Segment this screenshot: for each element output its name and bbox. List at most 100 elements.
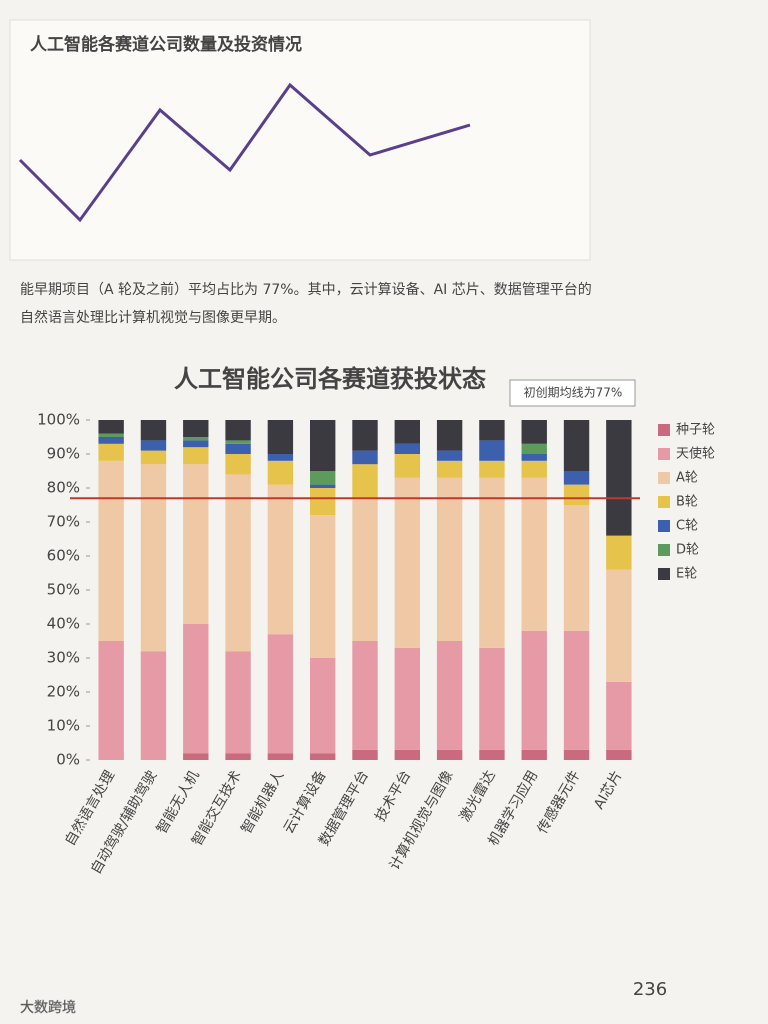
bar-segment: [352, 420, 378, 451]
bar-segment: [225, 651, 251, 754]
y-tick-label: 60%: [47, 547, 80, 565]
bar-segment: [479, 477, 505, 648]
bar-segment: [606, 681, 632, 750]
bar-segment: [225, 420, 251, 441]
bar-segment: [183, 464, 209, 624]
bar-segment: [521, 477, 547, 631]
legend-swatch: [658, 568, 670, 580]
bar-segment: [225, 474, 251, 652]
bar-segment: [183, 437, 209, 441]
bar-segment: [352, 749, 378, 760]
bar-segment: [310, 753, 336, 760]
y-tick-label: 30%: [47, 649, 80, 667]
bar-segment: [394, 420, 420, 444]
legend-swatch: [658, 448, 670, 460]
bar-segment: [606, 535, 632, 570]
y-tick-label: 80%: [47, 479, 80, 497]
bar-segment: [310, 515, 336, 658]
bar-segment: [394, 647, 420, 750]
y-tick-label: 20%: [47, 683, 80, 701]
legend-label: A轮: [676, 471, 698, 486]
bar-segment: [183, 420, 209, 437]
bar-segment: [479, 440, 505, 461]
top-chart-title: 人工智能各赛道公司数量及投资情况: [30, 34, 302, 55]
bar-segment: [563, 630, 590, 750]
top-chart-panel: [9, 19, 591, 261]
bar-segment: [436, 477, 463, 641]
body-text: 自然语言处理比计算机视觉与图像更早期。: [20, 309, 286, 326]
legend-swatch: [658, 472, 670, 484]
bar-segment: [98, 420, 124, 434]
bar-segment: [225, 454, 251, 475]
y-tick-label: 90%: [47, 445, 80, 463]
bar-segment: [479, 647, 505, 750]
bar-segment: [394, 749, 420, 760]
bar-segment: [310, 420, 336, 471]
legend-label: 天使轮: [676, 446, 715, 462]
bar-segment: [436, 460, 463, 478]
bar-segment: [479, 460, 505, 478]
legend-label: 种子轮: [676, 423, 715, 438]
bar-segment: [140, 440, 167, 451]
bar-segment: [310, 658, 336, 754]
y-tick-label: 10%: [47, 717, 80, 735]
bar-segment: [563, 505, 590, 631]
legend-swatch: [658, 424, 670, 436]
bar-segment: [563, 471, 590, 485]
bar-segment: [606, 569, 632, 682]
bar-segment: [394, 477, 420, 648]
bar-segment: [563, 420, 590, 471]
bar-segment: [436, 450, 463, 461]
bar-segment: [225, 753, 251, 760]
bar-segment: [521, 454, 547, 461]
bar-segment: [98, 433, 124, 437]
bar-segment: [479, 420, 505, 441]
bar-segment: [183, 624, 209, 754]
bar-segment: [606, 420, 632, 536]
bar-segment: [352, 450, 378, 465]
chart-title: 人工智能公司各赛道获投状态: [174, 365, 486, 393]
bar-segment: [98, 437, 124, 444]
legend-swatch: [658, 520, 670, 532]
bar-segment: [98, 460, 124, 641]
bar-segment: [183, 753, 209, 760]
bar-segment: [267, 634, 294, 754]
bar-segment: [267, 460, 294, 485]
y-tick-label: 0%: [56, 751, 80, 769]
bar-segment: [140, 651, 167, 760]
bar-segment: [352, 641, 378, 750]
bar-segment: [521, 443, 547, 454]
bar-segment: [310, 484, 336, 488]
bar-segment: [98, 641, 124, 760]
legend-swatch: [658, 544, 670, 556]
bar-segment: [563, 749, 590, 760]
annotation-box: [509, 379, 636, 407]
page-number: 236: [633, 979, 667, 1000]
bar-segment: [310, 488, 336, 516]
bar-segment: [267, 484, 294, 635]
bar-segment: [394, 454, 420, 478]
bar-segment: [140, 464, 167, 652]
y-tick-label: 50%: [47, 581, 80, 599]
bar-segment: [140, 420, 167, 441]
legend-label: B轮: [676, 495, 698, 510]
bar-segment: [267, 420, 294, 454]
bar-segment: [98, 443, 124, 461]
bar-segment: [225, 443, 251, 454]
bar-segment: [352, 498, 378, 641]
annotation: 初创期均线为77%: [524, 386, 623, 400]
bar-segment: [479, 749, 505, 760]
y-tick-label: 70%: [47, 513, 80, 531]
bar-segment: [183, 440, 209, 448]
bar-segment: [267, 454, 294, 461]
top-chart-line: [18, 82, 471, 223]
bar-segment: [563, 484, 590, 505]
y-tick-label: 100%: [37, 411, 80, 429]
legend-label: C轮: [676, 519, 698, 534]
legend-label: E轮: [676, 567, 697, 582]
bar-segment: [352, 464, 378, 499]
bar-segment: [225, 440, 251, 444]
bar-segment: [394, 443, 420, 454]
bar-segment: [521, 460, 547, 478]
